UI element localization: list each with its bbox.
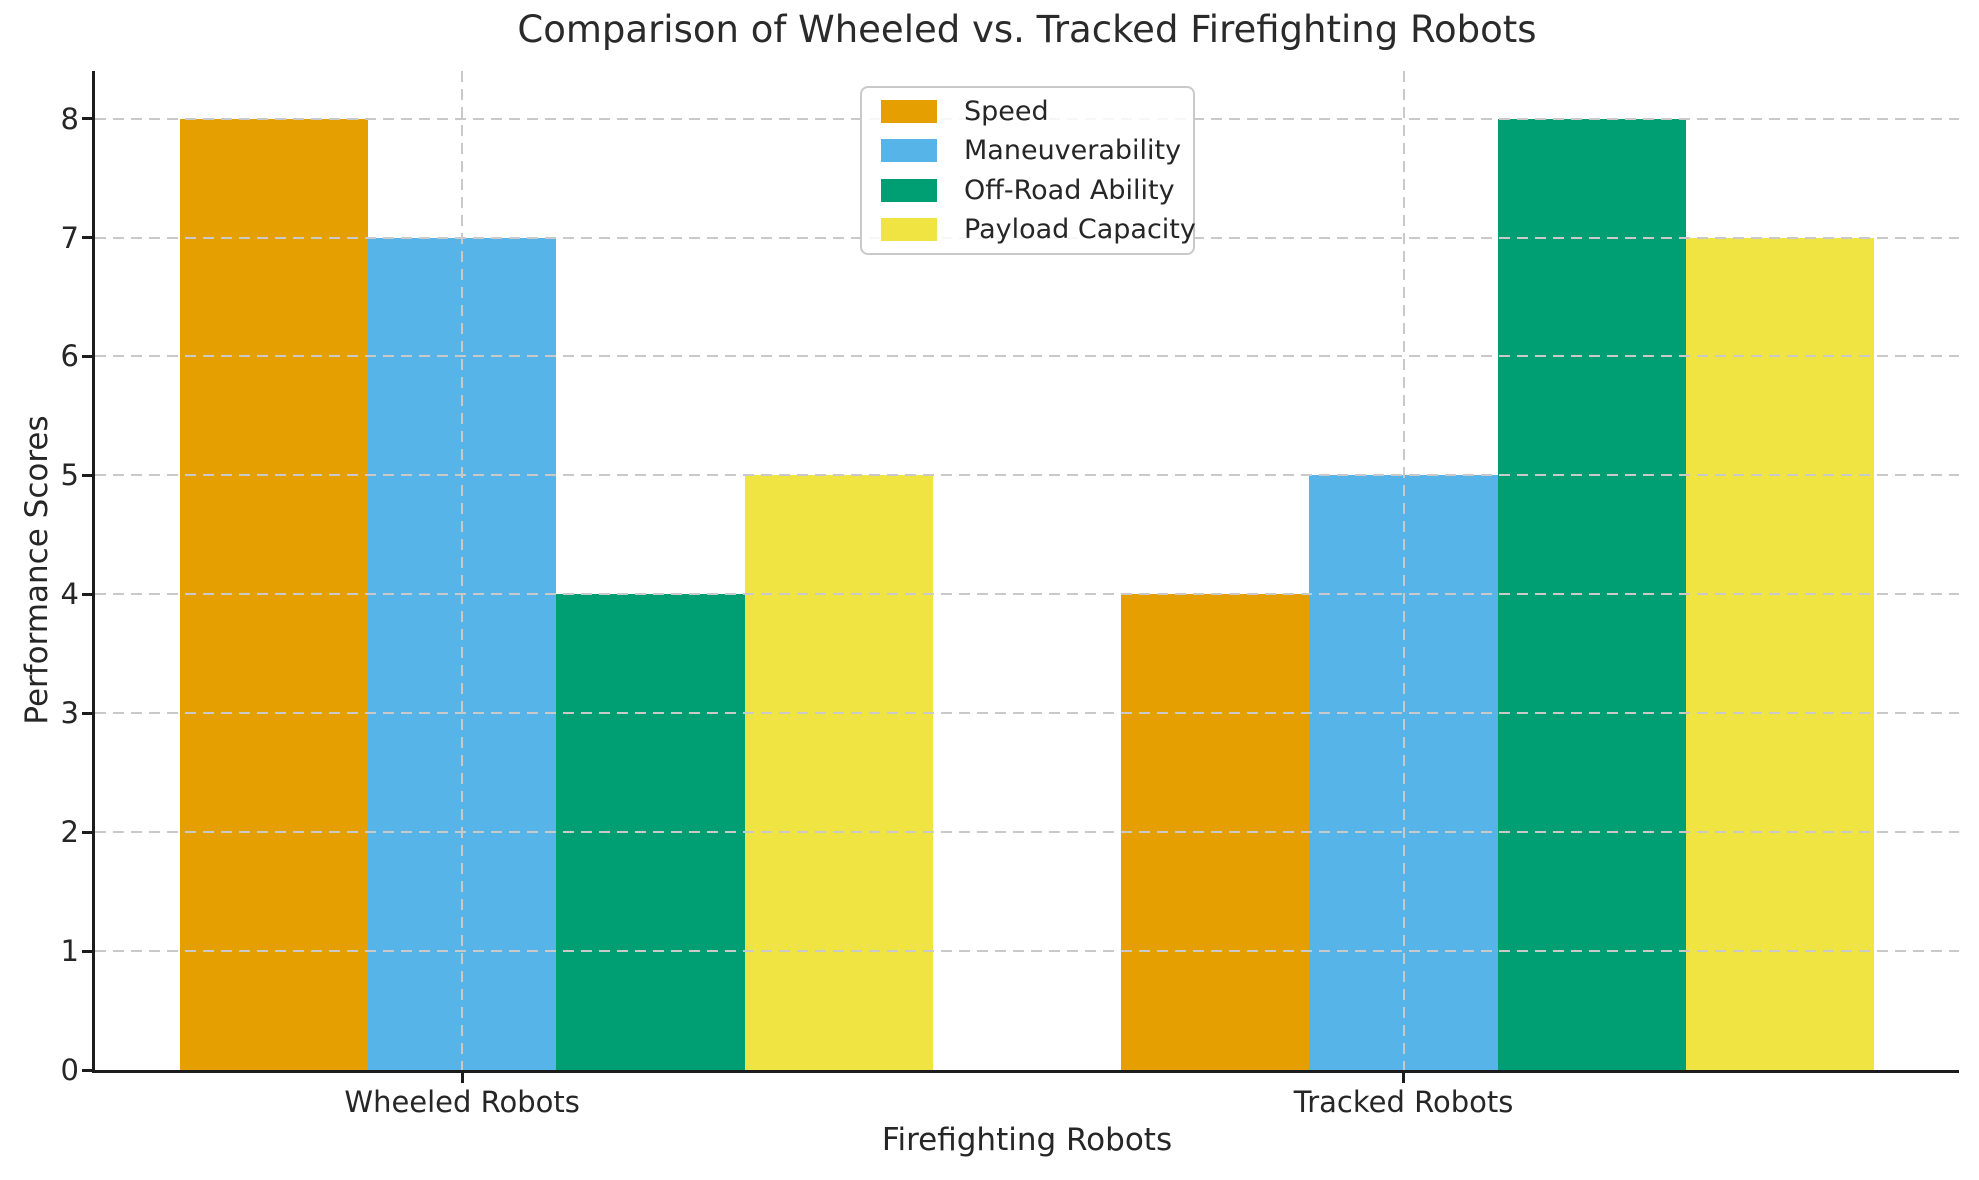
- y-tick-mark-0: [82, 1068, 92, 1072]
- x-axis-label: Firefighting Robots: [881, 1122, 1173, 1158]
- y-tick-mark-3: [82, 711, 92, 715]
- legend: Speed Maneuverability Off-Road Ability Payl…: [860, 86, 1196, 255]
- x-tick-mark-wheeled-robots: [460, 1073, 464, 1083]
- y-tick-label-2: 2: [60, 815, 79, 850]
- y-axis-label: Performance Scores: [19, 415, 55, 725]
- x-tick-label-tracked-robots: Tracked Robots: [1293, 1085, 1514, 1119]
- y-gridline-4: [95, 593, 1959, 596]
- y-tick-mark-6: [82, 354, 92, 358]
- legend-item-payload-capacity: Payload Capacity: [862, 213, 1196, 245]
- y-gridline-5: [95, 474, 1959, 477]
- y-tick-label-0: 0: [60, 1053, 79, 1087]
- x-gridline-wheeled-robots: [461, 71, 464, 1070]
- y-tick-label-1: 1: [60, 934, 79, 969]
- y-axis-spine: [92, 71, 95, 1073]
- legend-swatch-payload-capacity: [881, 217, 937, 241]
- plot-area: 0 1 2 3 4 5 6 7 8 Wheeled Robots Tracked Robots: [61, 71, 1959, 1119]
- chart-title: Comparison of Wheeled vs. Tracked Firefi…: [517, 8, 1537, 51]
- y-gridline-1: [95, 950, 1959, 953]
- bar-wheeled-robots-payload-capacity: [744, 475, 933, 1070]
- legend-label-maneuverability: Maneuverability: [964, 135, 1182, 167]
- legend-swatch-speed: [881, 100, 937, 124]
- y-tick-mark-4: [82, 592, 92, 596]
- y-tick-label-4: 4: [60, 577, 79, 612]
- legend-item-maneuverability: Maneuverability: [862, 135, 1193, 166]
- y-tick-mark-5: [82, 473, 92, 477]
- y-tick-mark-8: [82, 117, 92, 121]
- legend-item-off-road-ability: Off-Road Ability: [862, 175, 1193, 206]
- x-axis-spine: [92, 1070, 1959, 1073]
- y-tick-label-3: 3: [60, 696, 79, 731]
- y-tick-label-5: 5: [60, 458, 79, 493]
- x-tick-label-wheeled-robots: Wheeled Robots: [344, 1085, 580, 1119]
- legend-swatch-maneuverability: [881, 139, 937, 163]
- legend-label-payload-capacity: Payload Capacity: [964, 213, 1196, 245]
- y-gridline-6: [95, 355, 1959, 358]
- y-tick-mark-2: [82, 830, 92, 834]
- x-gridline-tracked-robots: [1402, 71, 1405, 1070]
- bar-tracked-robots-payload-capacity: [1685, 237, 1875, 1070]
- legend-label-speed: Speed: [964, 96, 1049, 128]
- legend-item-speed: Speed: [862, 96, 1193, 127]
- y-tick-mark-7: [82, 236, 92, 239]
- y-gridline-3: [95, 712, 1959, 715]
- y-gridline-2: [95, 831, 1959, 834]
- y-tick-mark-1: [82, 949, 92, 953]
- y-tick-label-6: 6: [60, 339, 79, 374]
- y-tick-label-8: 8: [60, 101, 79, 136]
- x-tick-mark-tracked-robots: [1402, 1073, 1406, 1083]
- y-tick-label-7: 7: [60, 220, 79, 255]
- legend-label-off-road-ability: Off-Road Ability: [964, 174, 1175, 206]
- legend-swatch-off-road-ability: [881, 178, 937, 202]
